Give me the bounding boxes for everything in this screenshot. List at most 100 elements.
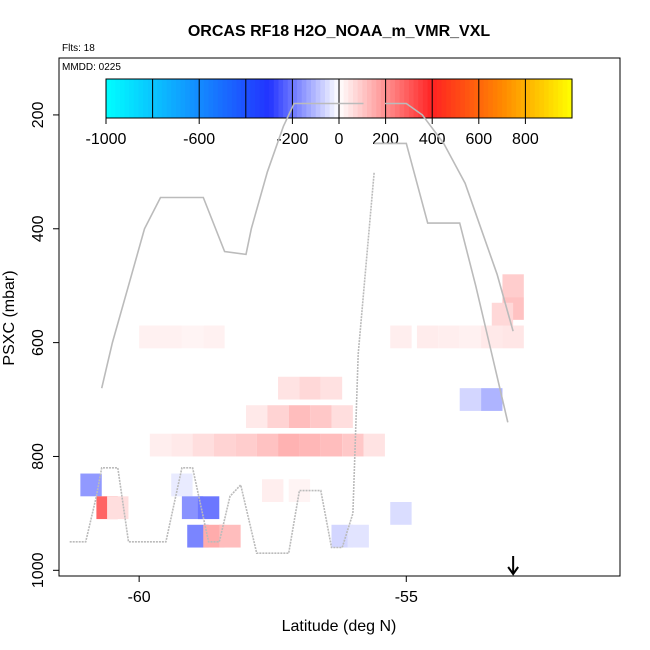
heatmap-cell <box>481 388 503 411</box>
colorbar-swatch <box>297 79 303 118</box>
y-tick-label: 1000 <box>30 552 47 588</box>
colorbar-swatch <box>138 79 144 118</box>
axes: -60 -55 200 400 600 800 1000 <box>30 101 418 606</box>
colorbar-tick-label: 400 <box>419 131 446 148</box>
heatmap-cell <box>235 433 257 457</box>
heatmap-cell <box>213 433 236 457</box>
colorbar-swatch <box>539 79 545 118</box>
colorbar-swatch <box>259 79 266 118</box>
colorbar-swatch <box>432 79 438 118</box>
heatmap-cell <box>288 479 311 502</box>
colorbar-swatch <box>548 79 554 118</box>
colorbar-swatch <box>208 79 214 118</box>
colorbar-swatch <box>203 79 210 118</box>
heatmap-cell <box>171 473 193 497</box>
colorbar-swatch <box>129 79 135 118</box>
colorbar-swatch <box>460 79 466 118</box>
colorbar-swatch <box>231 79 238 118</box>
colorbar-swatch <box>301 79 307 118</box>
colorbar-tick-label: -600 <box>183 131 215 148</box>
colorbar-tick-label: 200 <box>372 131 399 148</box>
colorbar-swatch <box>171 79 177 118</box>
heatmap-cell <box>139 325 161 349</box>
colorbar-swatch <box>488 79 494 118</box>
colorbar-swatch <box>362 79 368 118</box>
heatmap-cells <box>80 274 524 548</box>
x-tick-label: -55 <box>395 589 418 606</box>
colorbar-swatch <box>124 79 130 118</box>
heatmap-cell <box>197 496 220 520</box>
heatmap-cell <box>203 325 225 349</box>
colorbar-swatch <box>450 79 457 118</box>
x-tick-label: -60 <box>128 589 151 606</box>
heatmap-cell <box>331 405 353 428</box>
flight-track-line <box>384 102 514 332</box>
heatmap-cell <box>416 325 439 349</box>
colorbar-swatch <box>325 79 331 118</box>
flight-track-line <box>374 142 509 423</box>
heatmap-cell <box>481 325 503 349</box>
colorbar-tick-label: -1000 <box>86 131 127 148</box>
colorbar-swatch <box>408 79 415 118</box>
colorbar-swatch <box>469 79 475 118</box>
colorbar-swatch <box>143 79 149 118</box>
heatmap-cell <box>181 325 204 349</box>
y-axis-label: PSXC (mbar) <box>1 270 18 365</box>
colorbar-swatch <box>320 79 326 118</box>
heatmap-cell <box>262 479 284 502</box>
colorbar-swatch <box>422 79 429 118</box>
colorbar-swatch <box>147 79 154 118</box>
colorbar-swatch <box>315 79 321 118</box>
colorbar-swatch <box>278 79 284 118</box>
y-tick-label: 400 <box>30 215 47 242</box>
heatmap-cell <box>219 524 241 548</box>
colorbar-swatch <box>273 79 280 118</box>
colorbar-swatch <box>376 79 382 118</box>
chart-title: ORCAS RF18 H2O_NOAA_m_VMR_VXL <box>188 23 491 40</box>
heatmap-cell <box>310 405 332 428</box>
colorbar-swatch <box>115 79 121 118</box>
colorbar-swatch <box>558 79 564 118</box>
colorbar-swatch <box>478 79 485 118</box>
colorbar-swatch <box>446 79 452 118</box>
colorbar-swatch <box>161 79 168 118</box>
y-tick-label: 600 <box>30 329 47 356</box>
colorbar-swatch <box>371 79 377 118</box>
heatmap-cell <box>299 376 321 400</box>
colorbar-swatch <box>483 79 489 118</box>
date-label: MMDD: 0225 <box>62 62 121 73</box>
heatmap-cell <box>149 433 172 457</box>
colorbar-swatch <box>366 79 373 118</box>
x-axis-label: Latitude (deg N) <box>282 618 397 635</box>
colorbar-swatch <box>399 79 405 118</box>
heatmap-cell <box>390 325 412 349</box>
plot-frame <box>58 57 621 577</box>
colorbar-swatch <box>292 79 298 118</box>
heatmap-cell <box>320 376 343 400</box>
heatmap-cell <box>502 274 524 298</box>
flight-track-line <box>69 171 375 555</box>
colorbar-swatch <box>157 79 163 118</box>
colorbar-swatch <box>133 79 140 118</box>
colorbar-swatch <box>506 79 513 118</box>
colorbar-swatch <box>464 79 471 118</box>
colorbar-swatch <box>502 79 508 118</box>
y-tick-label: 200 <box>30 101 47 128</box>
flights-label: Flts: 18 <box>62 43 95 54</box>
heatmap-cell <box>438 325 460 349</box>
colorbar-swatch <box>492 79 499 118</box>
colorbar-swatch <box>455 79 461 118</box>
heatmap-cell <box>278 433 300 457</box>
heatmap-cell <box>246 405 268 428</box>
colorbar-swatch <box>343 79 349 118</box>
colorbar-swatch <box>189 79 196 118</box>
colorbar-swatch <box>441 79 447 118</box>
heatmap-cell <box>171 433 193 457</box>
heatmap-cell <box>491 302 514 326</box>
colorbar-swatch <box>380 79 387 118</box>
colorbar-swatch <box>227 79 233 118</box>
heatmap-cell <box>342 433 364 457</box>
colorbar-swatch <box>562 79 568 118</box>
colorbar-swatch <box>404 79 410 118</box>
flight-track-line <box>100 102 364 389</box>
